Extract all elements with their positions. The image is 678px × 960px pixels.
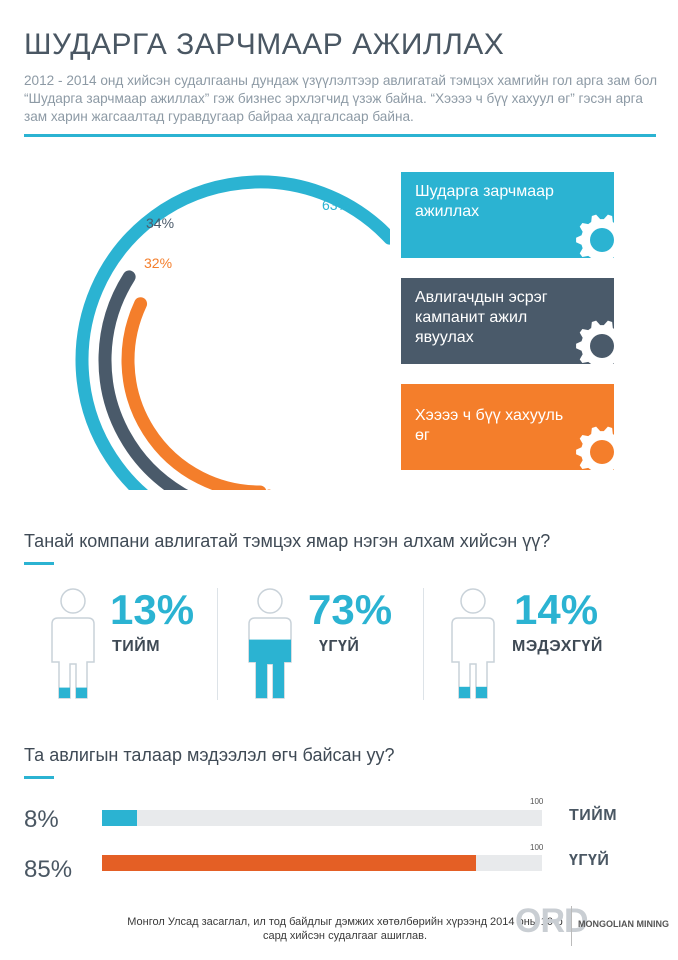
column-divider xyxy=(217,588,218,700)
legend-box-2-label: Авлигачдын эсрэг кампанит ажил явуулах xyxy=(415,289,548,346)
source-note: Монгол Улсад засаглал, ил тод байдлыг дэ… xyxy=(127,916,563,942)
bar-track-1 xyxy=(102,810,542,826)
page-subtitle: 2012 - 2014 онд хийсэн судалгааны дундаж… xyxy=(24,73,658,124)
person-icon xyxy=(248,588,292,699)
arc-value-label-1: 63% xyxy=(322,197,350,213)
question-1: Танай компани авлигатай тэмцэх ямар нэгэ… xyxy=(24,531,551,551)
pictogram-label-3: МЭДЭХГҮЙ xyxy=(512,638,603,655)
pictogram-label-1: ТИЙМ xyxy=(112,638,161,655)
person-body xyxy=(51,617,95,699)
gear-icon xyxy=(576,426,614,470)
arc-series-3 xyxy=(121,297,267,490)
pictogram-chart: 13% ТИЙМ 73% ҮГҮЙ 14% МЭДЭХГҮЙ xyxy=(40,586,640,706)
legend-box-1-label: Шударга зарчмаар ажиллах xyxy=(415,183,554,220)
bar-max-label-1: 100 xyxy=(530,797,544,806)
ord-logo: ORD xyxy=(515,902,589,940)
bar-fill-2 xyxy=(102,855,476,871)
bar-track-2 xyxy=(102,855,542,871)
bar-label-2: ҮГҮЙ xyxy=(569,852,610,869)
page-title: ШУДАРГА ЗАРЧМААР АЖИЛЛАХ xyxy=(24,28,505,61)
legend-box-3: Хээээ ч бүү хахууль өг xyxy=(401,384,614,470)
person-icon xyxy=(51,588,95,699)
gear-icon xyxy=(576,214,614,258)
bar-fill-1 xyxy=(102,810,138,826)
arc-value-label-2: 34% xyxy=(146,215,174,231)
logo-divider xyxy=(571,906,572,946)
bar-max-label-2: 100 xyxy=(530,843,544,852)
arc-series-2 xyxy=(98,270,189,490)
pictogram-label-2: ҮГҮЙ xyxy=(319,638,360,655)
bar-label-1: ТИЙМ xyxy=(569,807,618,824)
person-body xyxy=(451,617,495,699)
title-divider xyxy=(24,134,656,137)
question-2: Та авлигын талаар мэдээлэл өгч байсан уу… xyxy=(24,745,395,765)
mongolian-mining-logo: MONGOLIAN MINING xyxy=(578,919,669,929)
bar-value-2: 85% xyxy=(24,856,73,883)
pictogram-value-2: 73% xyxy=(308,586,393,633)
pictogram-value-1: 13% xyxy=(110,586,195,633)
legend-box-1: Шударга зарчмаар ажиллах xyxy=(401,172,614,258)
question-1-divider xyxy=(24,562,54,565)
pictogram-value-3: 14% xyxy=(514,586,599,633)
arc-chart: 63%134%232%3 xyxy=(75,175,390,490)
person-head xyxy=(460,588,486,614)
arc-rank-label-3: 3 xyxy=(266,488,272,490)
arc-value-label-3: 32% xyxy=(144,255,172,271)
person-head xyxy=(257,588,283,614)
legend-box-2: Авлигачдын эсрэг кампанит ажил явуулах xyxy=(401,278,614,364)
person-head xyxy=(60,588,86,614)
gear-icon xyxy=(576,320,614,364)
bar-value-1: 8% xyxy=(24,806,59,833)
column-divider xyxy=(423,588,424,700)
person-fill xyxy=(452,686,494,698)
person-icon xyxy=(451,588,495,699)
person-fill xyxy=(52,687,94,698)
arc-series-1 xyxy=(75,175,390,490)
question-2-divider xyxy=(24,776,54,779)
person-fill xyxy=(249,639,291,698)
legend-box-3-label: Хээээ ч бүү хахууль өг xyxy=(415,407,564,444)
